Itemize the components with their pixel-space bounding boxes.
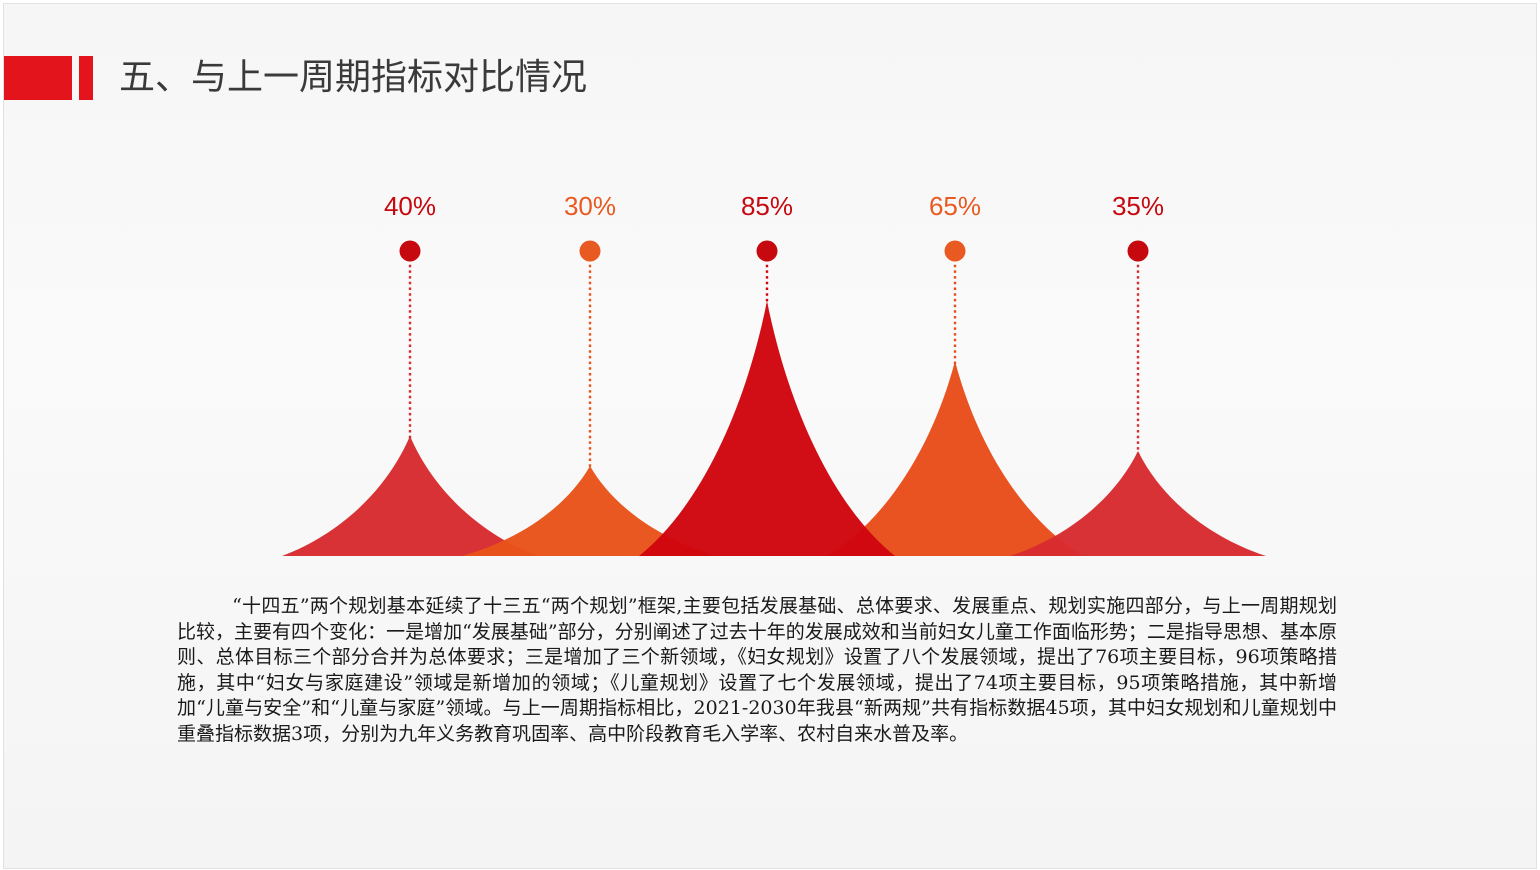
value-dot-2 bbox=[579, 240, 601, 262]
value-label-3: 85% bbox=[741, 191, 793, 221]
value-label-1: 40% bbox=[384, 191, 436, 221]
peak-shape-4 bbox=[827, 361, 1083, 556]
title-accent-bar bbox=[4, 56, 72, 100]
body-paragraph: “十四五”两个规划基本延续了十三五“两个规划”框架,主要包括发展基础、总体要求、… bbox=[177, 595, 1337, 745]
value-dot-3 bbox=[756, 240, 778, 262]
peak-shape-1 bbox=[282, 436, 538, 556]
page-title: 五、与上一周期指标对比情况 bbox=[119, 57, 588, 98]
peak-shape-5 bbox=[1010, 451, 1266, 556]
value-dot-5 bbox=[1127, 240, 1149, 262]
value-dot-4 bbox=[944, 240, 966, 262]
value-dot-1 bbox=[399, 240, 421, 262]
title-accent-stripe bbox=[79, 56, 93, 100]
peak-shape-2 bbox=[462, 466, 718, 556]
value-label-2: 30% bbox=[564, 191, 616, 221]
value-label-5: 35% bbox=[1112, 191, 1164, 221]
value-label-4: 65% bbox=[929, 191, 981, 221]
peak-shape-3 bbox=[639, 301, 895, 556]
